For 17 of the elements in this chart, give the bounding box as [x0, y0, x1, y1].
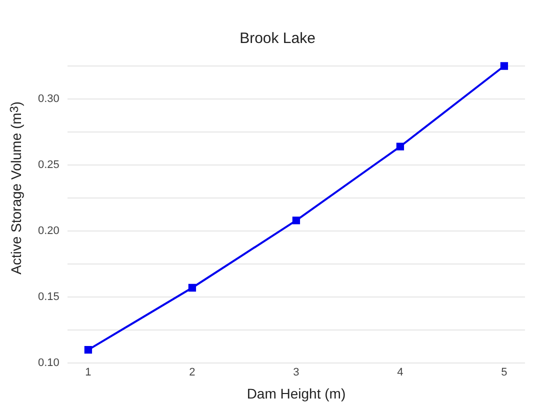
y-tick-label: 0.10 [38, 357, 60, 370]
x-tick-label: 2 [189, 366, 196, 379]
point [292, 216, 300, 224]
chart-title: Brook Lake [240, 30, 316, 48]
point [500, 62, 508, 70]
point [396, 142, 404, 150]
y-tick-label: 0.20 [38, 225, 60, 238]
x-tick-label: 5 [501, 366, 508, 379]
y-tick-label: 0.15 [38, 291, 60, 304]
y-tick-label: 0.25 [38, 159, 60, 172]
x-tick-label: 4 [397, 366, 404, 379]
x-axis-title: Dam Height (m) [246, 385, 346, 402]
point [188, 284, 196, 292]
y-tick-label: 0.30 [38, 93, 60, 106]
point [84, 346, 92, 354]
x-tick-label: 1 [85, 366, 92, 379]
x-tick-label: 3 [293, 366, 300, 379]
